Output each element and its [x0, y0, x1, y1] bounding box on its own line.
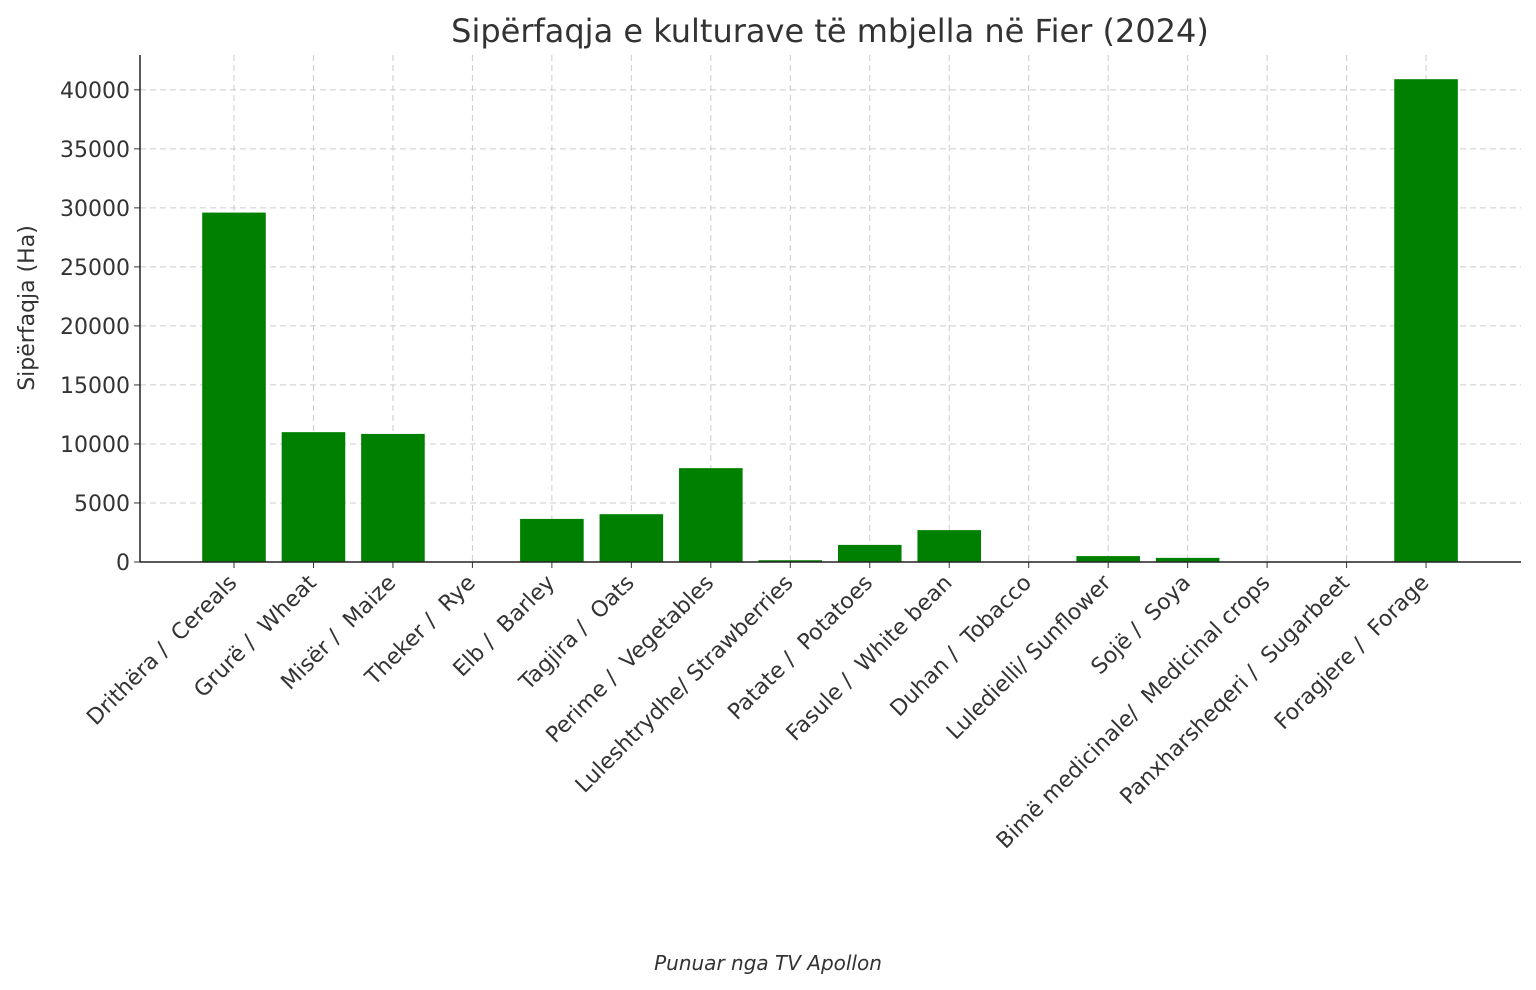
bar [361, 433, 425, 562]
x-tick-label: Drithëra / Cereals [82, 571, 242, 731]
bar [837, 544, 902, 562]
y-tick-label: 20000 [60, 315, 130, 340]
footer: Punuar nga TV Apollon [654, 951, 882, 975]
x-tick-label: Duhan / Tobacco [886, 571, 1037, 722]
bar [758, 560, 823, 562]
y-tick-label: 40000 [60, 79, 130, 104]
bar [202, 212, 266, 562]
bar [679, 468, 743, 562]
y-axis-label: Sipërfaqja (Ha) [15, 225, 40, 391]
x-tick-label: Patate / Potatoes [723, 571, 878, 726]
x-tick-label: Bimë medicinale/ Medicinal crops [992, 571, 1275, 854]
bar [917, 530, 982, 562]
bar [520, 518, 584, 562]
y-tick-label: 15000 [60, 374, 130, 399]
bar [599, 514, 664, 562]
bar [1155, 557, 1220, 562]
y-tick-label: 35000 [60, 138, 130, 163]
y-tick-label: 5000 [74, 492, 130, 517]
y-tick-label: 25000 [60, 256, 130, 281]
bar [1076, 556, 1140, 562]
chart-title: Sipërfaqja e kulturave të mbjella në Fie… [451, 12, 1209, 50]
y-tick-label: 0 [116, 551, 130, 576]
x-tick-label: Foragjere / Forage [1270, 571, 1434, 735]
bar [281, 432, 346, 562]
y-tick-label: 30000 [60, 197, 130, 222]
bar [1394, 79, 1458, 562]
y-tick-label: 10000 [60, 433, 130, 458]
